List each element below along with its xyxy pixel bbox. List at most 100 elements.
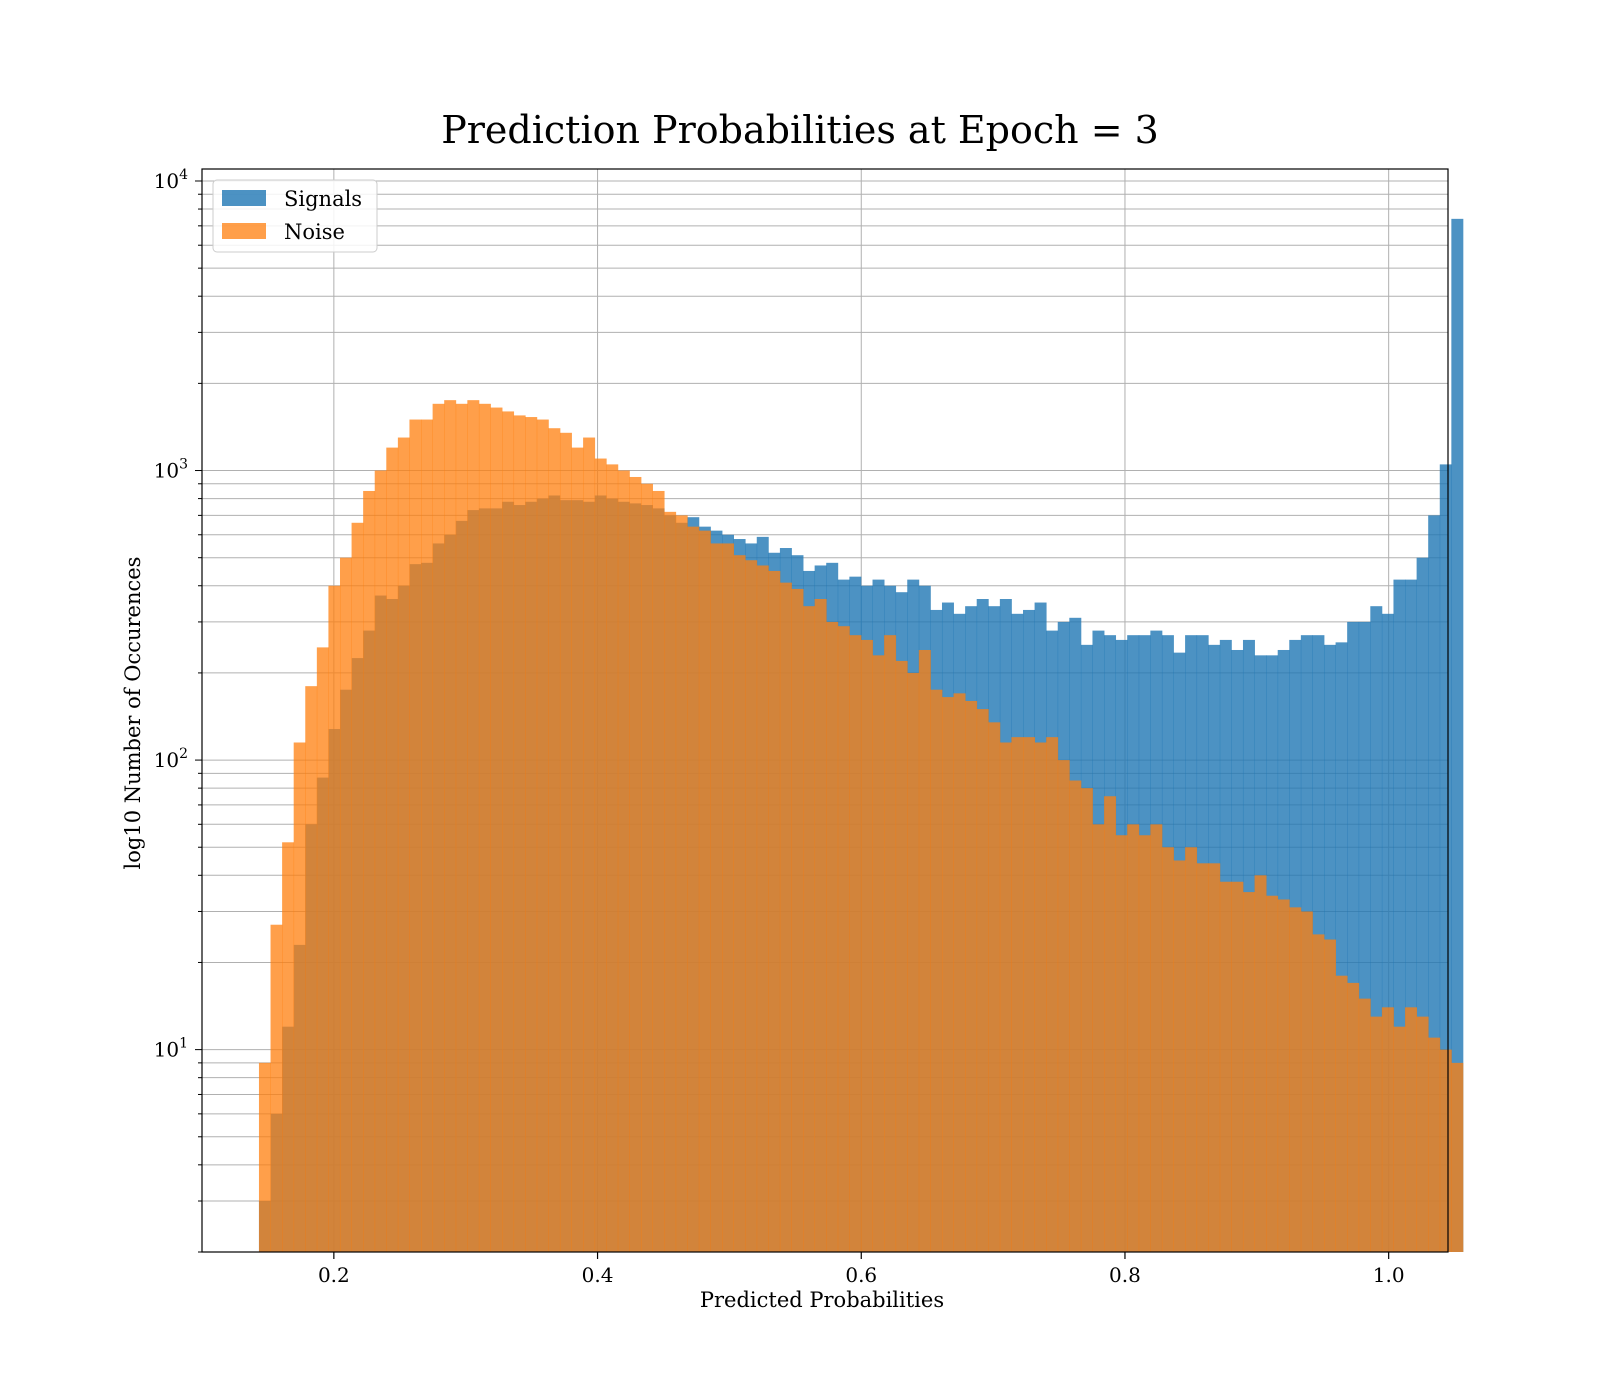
bar-noise [1161,847,1174,1252]
bar-noise [1300,911,1313,1252]
bar-signals [1381,613,1394,1252]
bar-noise [1289,907,1302,1252]
bar-noise [918,649,931,1252]
bar-noise [664,511,677,1252]
bar-noise [640,483,653,1252]
bar-noise [1185,847,1198,1252]
bar-noise [1312,934,1325,1252]
bar-noise [617,470,630,1252]
bar-noise [1335,975,1348,1252]
bar-noise [1127,824,1140,1252]
y-tick-label: 104 [154,167,188,193]
x-tick-label: 0.8 [1109,1263,1141,1287]
bar-signals [1347,621,1360,1252]
bar-noise [444,400,457,1252]
bar-noise [745,560,758,1252]
legend-swatch-noise [222,223,266,239]
bar-noise [930,689,943,1252]
bar-noise [1219,881,1232,1252]
chart-title: Prediction Probabilities at Epoch = 3 [441,108,1159,152]
x-tick-label: 1.0 [1373,1263,1405,1287]
bar-noise [1416,1016,1429,1252]
bar-noise [629,476,642,1252]
bar-noise [606,464,619,1252]
bar-noise [722,543,735,1252]
bar-noise [339,557,352,1252]
legend-swatch-signals [222,190,266,206]
bar-noise [1324,939,1336,1252]
y-tick-label-exponent: 2 [179,746,188,762]
bar-noise [467,400,480,1252]
bar-noise [1370,1016,1383,1252]
bar-noise [849,635,862,1252]
bar-noise [791,588,804,1252]
x-tick-label: 0.2 [318,1263,350,1287]
bar-noise [282,842,295,1252]
bar-noise [1358,998,1371,1252]
bar-noise [826,621,839,1252]
bar-noise [675,515,688,1252]
bar-noise [571,447,584,1252]
bar-noise [536,419,549,1252]
x-tick-label: 0.6 [845,1263,877,1287]
bar-noise [328,585,341,1252]
bar-noise [1011,737,1024,1252]
bar-noise [1092,824,1105,1252]
bar-noise [895,660,908,1252]
bar-noise [953,693,966,1252]
bar-noise [872,655,885,1252]
bar-signals [1428,515,1441,1252]
bar-signals [1405,579,1418,1252]
bar-noise [976,709,989,1252]
legend: Signals Noise [212,179,378,253]
y-tick-label-exponent: 4 [179,167,188,183]
bar-noise [1057,760,1070,1252]
bar-noise [1034,742,1047,1252]
bar-noise [409,419,422,1252]
bar-noise [559,432,572,1252]
bar-noise [270,924,283,1252]
bar-noise [258,1062,271,1252]
y-tick-label-base: 10 [154,459,179,483]
bar-noise [1046,737,1059,1252]
legend-label-signals: Signals [284,187,362,211]
y-tick-label: 101 [154,1036,188,1062]
bar-noise [768,570,781,1252]
bar-noise [305,686,318,1252]
legend-label-noise: Noise [284,220,345,244]
bar-noise [1150,824,1163,1252]
bars [258,218,1464,1253]
bar-noise [1173,860,1186,1252]
x-tick-label: 0.4 [582,1263,614,1287]
x-axis-label: Predicted Probabilities [700,1288,944,1312]
bar-noise [316,647,329,1252]
bar-noise [1115,835,1128,1252]
bar-noise [548,428,561,1252]
bar-noise [1254,875,1267,1252]
bar-signals [1358,621,1371,1252]
bar-noise [583,437,596,1253]
plot-area-frame [201,168,1449,1253]
bar-noise [814,598,827,1252]
bar-noise [733,555,746,1252]
bar-noise [884,635,897,1252]
bar-noise [1405,1007,1418,1252]
bar-noise [965,700,978,1252]
bar-noise [1208,863,1221,1252]
bar-noise [478,403,491,1253]
y-tick-label-exponent: 1 [179,1036,188,1052]
bar-noise [432,403,445,1253]
y-tick-label: 102 [154,746,188,772]
bar-noise [1138,835,1151,1252]
bar-noise [397,437,410,1253]
bar-noise [756,565,769,1252]
bar-noise [652,490,665,1252]
bar-noise [779,582,792,1252]
bar-noise [1242,892,1255,1252]
bar-noise [803,606,816,1252]
bar-signals [1451,218,1464,1253]
bar-noise [1381,1007,1394,1252]
